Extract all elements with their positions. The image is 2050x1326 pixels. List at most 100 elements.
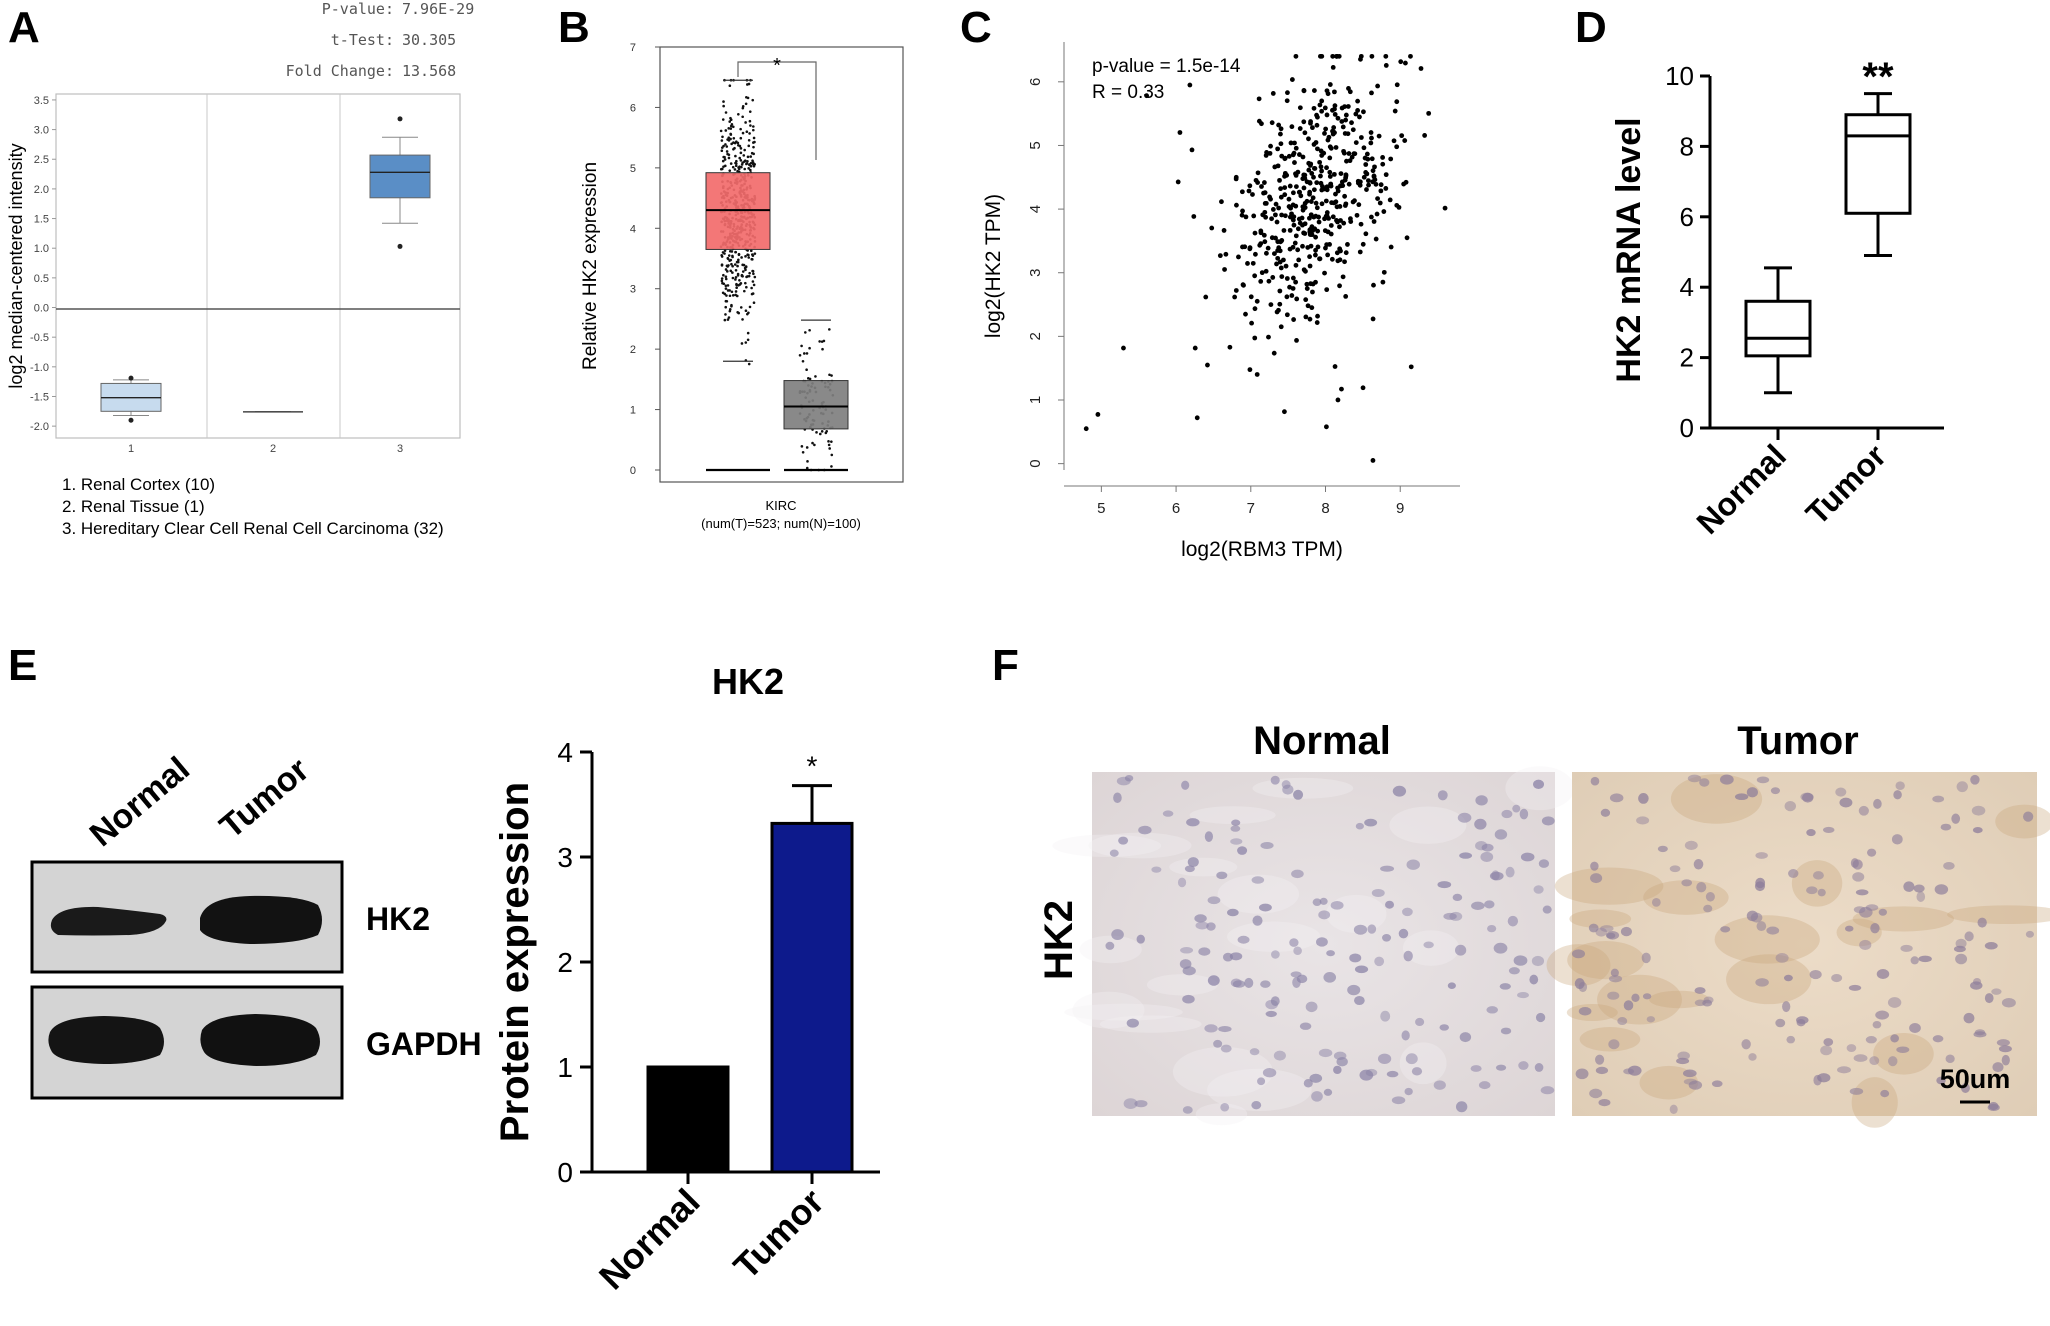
scatter-point — [1341, 220, 1347, 226]
scatter-point — [1203, 294, 1209, 300]
scatter-point — [1253, 177, 1259, 183]
scatter-point — [1293, 172, 1299, 178]
data-point — [741, 275, 744, 278]
scatter-point — [1339, 105, 1345, 111]
scatter-point — [1095, 412, 1101, 417]
data-point — [727, 254, 731, 257]
scatter-point — [1341, 150, 1347, 156]
cell-nucleus — [1355, 822, 1364, 830]
cell-nucleus — [1608, 1039, 1620, 1050]
data-point — [805, 446, 809, 449]
tissue-region — [1579, 1027, 1641, 1052]
data-point — [805, 352, 809, 355]
scatter-point — [1245, 261, 1250, 266]
cell-nucleus — [1676, 1057, 1690, 1065]
tissue-region — [1217, 874, 1300, 914]
cell-nucleus — [2023, 811, 2034, 822]
data-point — [726, 284, 730, 287]
cell-nucleus — [1809, 969, 1822, 980]
data-point — [731, 264, 734, 268]
tissue-region — [1402, 930, 1460, 966]
scatter-point — [1309, 171, 1315, 176]
scatter-point — [1337, 224, 1342, 230]
cell-nucleus — [1869, 1056, 1880, 1066]
data-point — [736, 260, 740, 264]
cell-nucleus — [1598, 1098, 1611, 1107]
scatter-point — [1319, 98, 1325, 104]
cell-nucleus — [1457, 812, 1472, 823]
scatter-point — [1408, 364, 1414, 370]
data-point — [730, 290, 734, 294]
scatter-point — [1335, 397, 1341, 403]
cell-nucleus — [1207, 975, 1220, 986]
cell-nucleus — [1517, 991, 1529, 999]
cell-nucleus — [1992, 1062, 2004, 1073]
scatter-point — [1391, 138, 1397, 144]
ihc-column-normal: Normal — [1253, 719, 1391, 763]
scatter-point — [1223, 251, 1229, 257]
cell-nucleus — [1229, 952, 1243, 961]
y-tick-label: -0.5 — [30, 332, 49, 344]
scatter-point — [1303, 268, 1308, 274]
scatter-point — [1284, 294, 1290, 300]
data-point — [744, 255, 747, 258]
scatter-point — [1273, 201, 1279, 207]
bar — [646, 1065, 730, 1174]
data-point — [736, 272, 740, 276]
cell-nucleus — [1998, 1045, 2012, 1053]
cell-nucleus — [1273, 1050, 1286, 1061]
cell-nucleus — [1195, 921, 1209, 930]
scatter-point — [1308, 120, 1313, 126]
scatter-point — [1394, 82, 1400, 88]
scatter-point — [1370, 458, 1376, 463]
cell-nucleus — [1940, 823, 1952, 831]
cell-nucleus — [1754, 881, 1766, 892]
scatter-point — [1330, 131, 1336, 137]
cell-nucleus — [1696, 881, 1707, 893]
scatter-point — [1355, 98, 1361, 104]
cell-nucleus — [1505, 866, 1515, 878]
cell-nucleus — [1578, 981, 1588, 993]
scatter-point — [1253, 251, 1258, 257]
scatter-point — [1227, 344, 1233, 350]
cell-nucleus — [1578, 1007, 1592, 1016]
data-point — [743, 160, 746, 163]
cell-nucleus — [1270, 775, 1280, 785]
scatter-point — [1339, 119, 1345, 124]
data-point — [727, 127, 731, 130]
panel-a-chart: P-value: 7.96E-29 t-Test: 30.305 Fold Ch… — [6, 0, 474, 538]
cell-nucleus — [1846, 1044, 1857, 1052]
cell-nucleus — [1204, 1024, 1218, 1033]
data-point — [747, 311, 750, 315]
scatter-point — [1357, 249, 1363, 255]
cell-nucleus — [1319, 897, 1328, 905]
cell-nucleus — [1486, 1006, 1498, 1014]
data-point — [738, 144, 742, 148]
cell-nucleus — [1755, 978, 1769, 987]
data-point — [745, 285, 748, 289]
scatter-point — [1418, 66, 1424, 71]
scatter-point — [1369, 214, 1374, 220]
cell-nucleus — [1126, 1018, 1139, 1028]
cell-nucleus — [1880, 1089, 1890, 1098]
data-point — [751, 254, 755, 257]
data-point — [722, 282, 726, 286]
cell-nucleus — [1910, 956, 1919, 965]
cell-nucleus — [1636, 816, 1650, 825]
scatter-point — [1334, 53, 1340, 59]
cell-nucleus — [1471, 901, 1485, 910]
scatter-point — [1303, 297, 1309, 303]
scatter-point — [1346, 181, 1352, 187]
cell-nucleus — [1520, 852, 1535, 862]
cell-nucleus — [1237, 935, 1250, 944]
cell-nucleus — [1870, 923, 1880, 934]
data-point — [827, 440, 830, 443]
scatter-point — [1302, 205, 1308, 210]
scatter-point — [1348, 219, 1354, 224]
y-tick-label: 3 — [557, 842, 573, 873]
scatter-point — [1358, 56, 1363, 62]
tissue-region — [1195, 1103, 1248, 1126]
cell-nucleus — [1495, 1064, 1507, 1071]
ihc-row-label: HK2 — [1037, 900, 1081, 980]
data-point — [731, 255, 734, 259]
